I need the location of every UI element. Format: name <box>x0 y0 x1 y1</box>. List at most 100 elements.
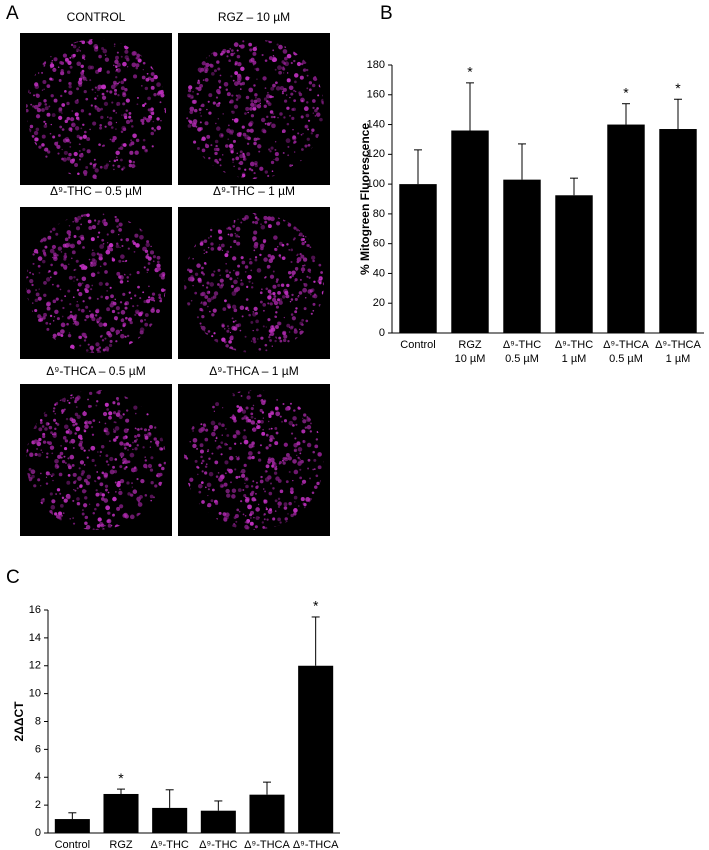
stain-spot <box>112 401 116 405</box>
stain-spot <box>229 416 232 419</box>
stain-spot <box>37 478 41 482</box>
stain-spot <box>235 234 239 238</box>
stain-spot <box>69 57 72 59</box>
stain-spot <box>136 444 139 447</box>
stain-spot <box>46 112 51 117</box>
stain-spot <box>53 418 57 422</box>
stain-spot <box>283 316 286 319</box>
stain-spot <box>259 291 263 295</box>
stain-spot <box>30 103 33 106</box>
stain-spot <box>213 291 219 296</box>
stain-spot <box>244 217 247 219</box>
stain-spot <box>160 119 162 122</box>
stain-spot <box>225 274 230 278</box>
stain-spot <box>86 149 91 154</box>
stain-spot <box>274 141 277 143</box>
stain-spot <box>28 467 32 471</box>
stain-spot <box>205 463 208 466</box>
stain-spot <box>76 502 81 506</box>
stain-spot <box>205 486 207 489</box>
stain-spot <box>124 306 128 310</box>
stain-spot <box>144 249 149 253</box>
stain-spot <box>118 227 122 232</box>
stain-spot <box>100 107 103 111</box>
stain-spot <box>80 214 84 218</box>
stain-spot <box>199 242 204 246</box>
stain-spot <box>258 394 262 398</box>
stain-spot <box>50 431 53 434</box>
stain-spot <box>38 72 40 74</box>
stain-spot <box>52 283 54 286</box>
stain-spot <box>121 125 126 131</box>
stain-spot <box>262 239 267 243</box>
stain-spot <box>68 465 72 470</box>
stain-spot <box>86 213 90 217</box>
stain-spot <box>266 94 271 99</box>
stain-spot <box>263 104 267 108</box>
bar <box>503 179 541 333</box>
stain-spot <box>278 462 281 465</box>
stain-spot <box>104 57 110 62</box>
stain-spot <box>211 313 215 317</box>
stain-spot <box>125 237 130 242</box>
stain-spot <box>123 78 127 82</box>
stain-spot <box>257 419 261 424</box>
stain-spot <box>37 256 43 261</box>
stain-spot <box>74 268 77 271</box>
stain-spot <box>102 213 105 216</box>
stain-spot <box>87 398 89 401</box>
stain-spot <box>89 41 93 45</box>
stain-spot <box>232 304 237 309</box>
stain-spot <box>285 292 288 295</box>
stain-spot <box>257 144 262 149</box>
stain-spot <box>50 61 53 65</box>
stain-spot <box>269 434 274 440</box>
stain-spot <box>42 80 47 84</box>
stain-spot <box>107 511 111 515</box>
stain-spot <box>125 466 128 469</box>
stain-spot <box>221 154 224 156</box>
stain-spot <box>272 284 277 289</box>
stain-spot <box>60 251 63 253</box>
stain-spot <box>223 81 229 87</box>
stain-spot <box>201 61 206 66</box>
stain-spot <box>48 425 53 430</box>
stain-spot <box>313 458 317 462</box>
stain-spot <box>61 157 64 161</box>
stain-spot <box>34 82 39 87</box>
stain-spot <box>273 115 276 119</box>
stain-spot <box>233 81 239 86</box>
stain-spot <box>36 108 42 113</box>
stain-spot <box>69 302 72 306</box>
stain-spot <box>53 407 56 410</box>
stain-spot <box>134 309 140 315</box>
stain-spot <box>109 303 114 308</box>
stain-spot <box>269 274 275 279</box>
stain-spot <box>115 112 118 114</box>
stain-spot <box>150 499 152 502</box>
stain-spot <box>209 228 213 232</box>
stain-spot <box>272 83 276 88</box>
stain-spot <box>232 79 235 82</box>
stain-spot <box>149 468 154 472</box>
stain-spot <box>260 336 264 340</box>
stain-spot <box>221 434 223 436</box>
stain-spot <box>253 340 257 344</box>
stain-spot <box>225 344 229 348</box>
stain-spot <box>255 328 259 332</box>
stain-spot <box>72 472 77 477</box>
stain-spot <box>85 525 91 530</box>
stain-spot <box>218 86 222 89</box>
stain-spot <box>309 422 312 425</box>
stain-spot <box>71 122 76 128</box>
stain-spot <box>228 340 232 344</box>
stain-spot <box>49 445 55 450</box>
stain-spot <box>160 297 163 300</box>
stain-spot <box>212 308 217 313</box>
stain-spot <box>64 119 68 124</box>
stain-spot <box>67 316 71 320</box>
stain-spot <box>253 306 258 311</box>
stain-spot <box>264 470 268 473</box>
stain-spot <box>33 104 39 110</box>
